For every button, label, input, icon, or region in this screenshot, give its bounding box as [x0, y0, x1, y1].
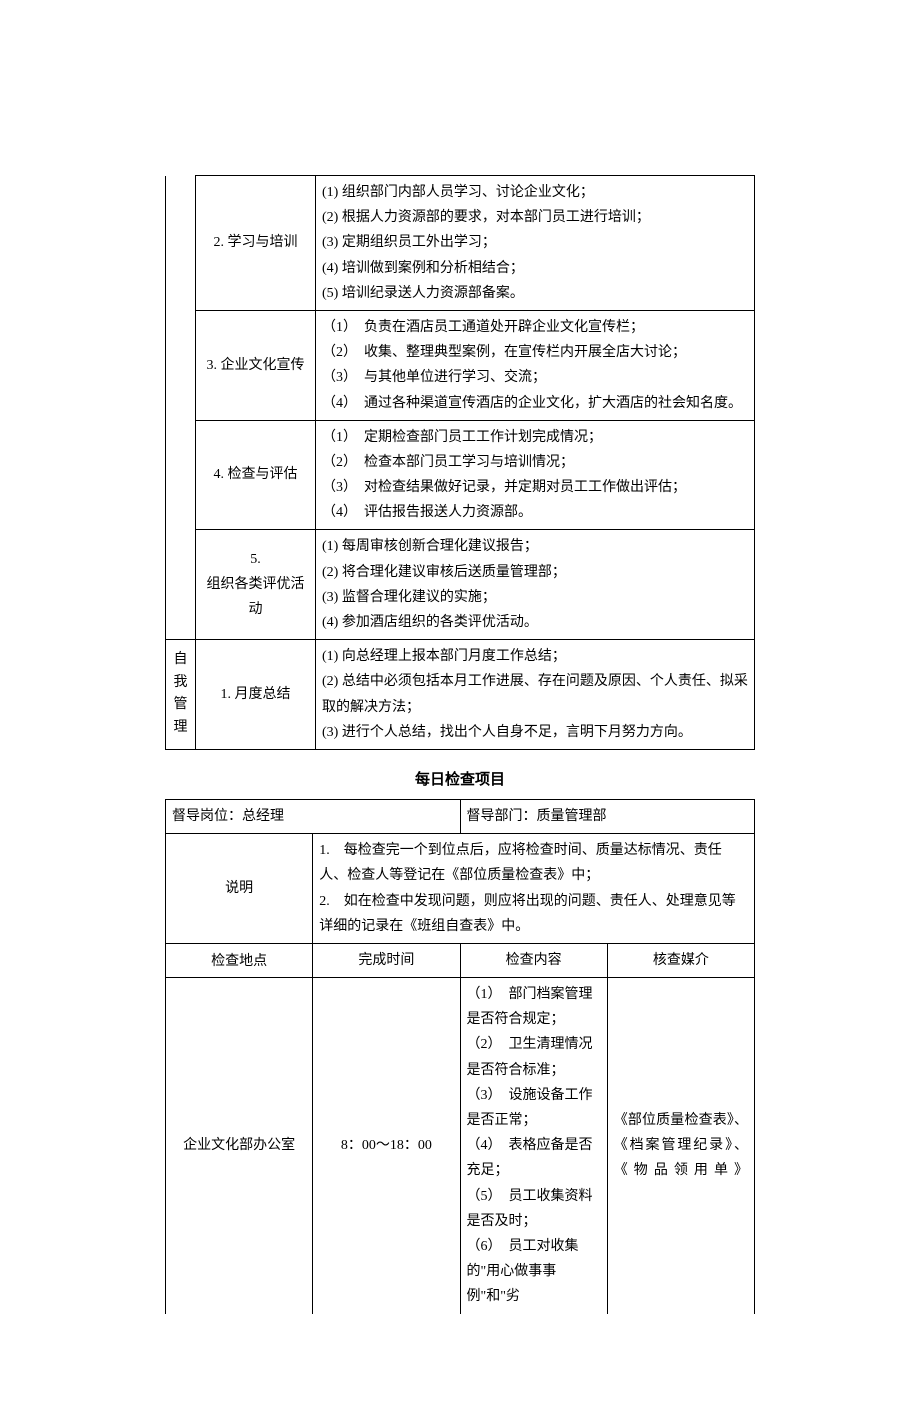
daily-check-table: 督导岗位：总经理 督导部门：质量管理部 说明 1. 每检查完一个到位点后，应将检…	[165, 799, 755, 1314]
row-label: 2. 学习与培训	[196, 176, 316, 311]
desc-label: 说明	[166, 834, 313, 944]
row-content: （1） 定期检查部门员工工作计划完成情况； （2） 检查本部门员工学习与培训情况…	[316, 420, 755, 530]
check-place: 企业文化部办公室	[166, 978, 313, 1314]
row-content: (1) 向总经理上报本部门月度工作总结； (2) 总结中必须包括本月工作进展、存…	[316, 640, 755, 750]
col-header: 检查内容	[460, 943, 607, 977]
group-header-col	[166, 176, 196, 640]
col-header: 检查地点	[166, 943, 313, 977]
row-label: 1. 月度总结	[196, 640, 316, 750]
sup-dept: 督导部门：质量管理部	[460, 799, 755, 833]
desc-content: 1. 每检查完一个到位点后，应将检查时间、质量达标情况、责任人、检查人等登记在《…	[313, 834, 755, 944]
row-label: 3. 企业文化宣传	[196, 310, 316, 420]
section-title: 每日检查项目	[165, 768, 755, 789]
row-content: （1） 负责在酒店员工通道处开辟企业文化宣传栏； （2） 收集、整理典型案例，在…	[316, 310, 755, 420]
check-media: 《部位质量检查表》、《档案管理纪录》、《物品领用单》	[607, 978, 754, 1314]
row-label: 5. 组织各类评优活动	[196, 530, 316, 640]
sup-post: 督导岗位：总经理	[166, 799, 461, 833]
check-content: （1） 部门档案管理是否符合规定； （2） 卫生清理情况是否符合标准； （3） …	[460, 978, 607, 1314]
row-label: 4. 检查与评估	[196, 420, 316, 530]
col-header: 完成时间	[313, 943, 460, 977]
col-header: 核查媒介	[607, 943, 754, 977]
check-time: 8：00～18：00	[313, 978, 460, 1314]
row-content: (1) 每周审核创新合理化建议报告； (2) 将合理化建议审核后送质量管理部； …	[316, 530, 755, 640]
row-content: (1) 组织部门内部人员学习、讨论企业文化； (2) 根据人力资源部的要求，对本…	[316, 176, 755, 311]
main-table-1: 2. 学习与培训 (1) 组织部门内部人员学习、讨论企业文化； (2) 根据人力…	[165, 175, 755, 750]
group-header: 自我管理	[166, 640, 196, 750]
